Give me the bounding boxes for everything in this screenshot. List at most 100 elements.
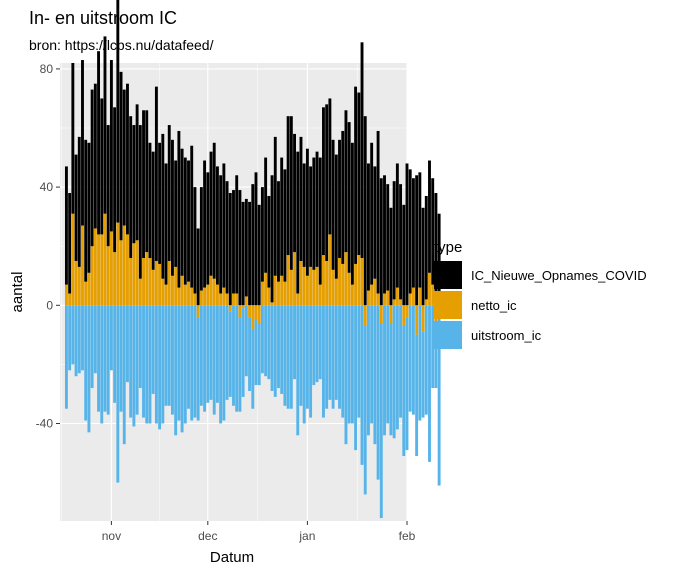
bar-ic-nieuwe-opnames bbox=[209, 151, 213, 276]
bar-ic-nieuwe-opnames bbox=[411, 178, 415, 288]
bar-uitstroom-ic bbox=[225, 305, 229, 400]
bar-ic-nieuwe-opnames bbox=[431, 178, 435, 285]
bar-netto-ic bbox=[238, 305, 242, 318]
bar-ic-nieuwe-opnames bbox=[164, 163, 168, 285]
bar-uitstroom-ic bbox=[357, 305, 361, 418]
bar-uitstroom-ic bbox=[283, 305, 287, 406]
bar-netto-ic bbox=[402, 305, 406, 326]
bar-uitstroom-ic bbox=[373, 305, 377, 445]
bar-netto-ic bbox=[129, 258, 133, 306]
bar-uitstroom-ic bbox=[90, 305, 94, 389]
bar-uitstroom-ic bbox=[347, 305, 351, 424]
bar-netto-ic bbox=[171, 275, 174, 306]
bar-uitstroom-ic bbox=[244, 305, 248, 377]
bar-uitstroom-ic bbox=[138, 305, 142, 389]
bar-ic-nieuwe-opnames bbox=[71, 63, 75, 214]
bar-ic-nieuwe-opnames bbox=[87, 142, 91, 273]
bar-uitstroom-ic bbox=[228, 311, 232, 397]
bar-ic-nieuwe-opnames bbox=[302, 163, 306, 267]
bar-ic-nieuwe-opnames bbox=[315, 151, 319, 267]
bar-netto-ic bbox=[106, 246, 110, 306]
bar-netto-ic bbox=[183, 284, 187, 306]
bar-netto-ic bbox=[325, 260, 329, 306]
bar-uitstroom-ic bbox=[363, 325, 367, 495]
bar-uitstroom-ic bbox=[196, 317, 200, 421]
bar-ic-nieuwe-opnames bbox=[344, 110, 348, 253]
bar-netto-ic bbox=[264, 272, 268, 306]
bar-netto-ic bbox=[424, 299, 428, 306]
bar-uitstroom-ic bbox=[174, 305, 178, 436]
bar-ic-nieuwe-opnames bbox=[322, 107, 325, 256]
bar-netto-ic bbox=[322, 255, 325, 306]
bar-ic-nieuwe-opnames bbox=[363, 116, 367, 306]
bar-netto-ic bbox=[235, 293, 239, 306]
bar-uitstroom-ic bbox=[164, 305, 168, 406]
bar-ic-nieuwe-opnames bbox=[235, 175, 239, 294]
bar-ic-nieuwe-opnames bbox=[415, 175, 419, 306]
bar-uitstroom-ic bbox=[338, 305, 341, 409]
bar-uitstroom-ic bbox=[411, 305, 415, 415]
bar-ic-nieuwe-opnames bbox=[132, 125, 136, 244]
bar-ic-nieuwe-opnames bbox=[225, 181, 229, 294]
bar-netto-ic bbox=[180, 275, 184, 306]
bar-ic-nieuwe-opnames bbox=[248, 201, 252, 306]
bar-netto-ic bbox=[64, 284, 68, 306]
bar-uitstroom-ic bbox=[158, 305, 162, 430]
bar-netto-ic bbox=[379, 305, 383, 324]
bar-uitstroom-ic bbox=[260, 305, 264, 374]
bar-ic-nieuwe-opnames bbox=[283, 169, 287, 282]
legend: type IC_Nieuwe_Opnames_COVID netto_ic ui… bbox=[434, 239, 647, 349]
bar-uitstroom-ic bbox=[126, 305, 129, 383]
bar-ic-nieuwe-opnames bbox=[100, 98, 104, 235]
bar-netto-ic bbox=[177, 287, 181, 306]
bar-ic-nieuwe-opnames bbox=[183, 157, 187, 285]
bar-uitstroom-ic bbox=[296, 305, 300, 436]
bar-netto-ic bbox=[331, 269, 335, 306]
bar-uitstroom-ic bbox=[379, 323, 383, 519]
bar-ic-nieuwe-opnames bbox=[154, 86, 158, 261]
bar-netto-ic bbox=[415, 305, 419, 335]
bar-ic-nieuwe-opnames bbox=[174, 160, 178, 267]
bar-ic-nieuwe-opnames bbox=[418, 172, 422, 288]
bar-netto-ic bbox=[383, 293, 386, 306]
bar-uitstroom-ic bbox=[116, 305, 120, 483]
bar-netto-ic bbox=[267, 287, 271, 306]
bar-uitstroom-ic bbox=[331, 305, 335, 409]
bar-layer bbox=[64, 0, 441, 519]
bar-ic-nieuwe-opnames bbox=[383, 175, 386, 294]
bar-uitstroom-ic bbox=[309, 305, 313, 418]
bar-ic-nieuwe-opnames bbox=[126, 83, 129, 235]
bar-netto-ic bbox=[293, 252, 296, 306]
bar-uitstroom-ic bbox=[64, 305, 68, 409]
bar-ic-nieuwe-opnames bbox=[296, 151, 300, 294]
bar-netto-ic bbox=[350, 284, 354, 306]
bar-ic-nieuwe-opnames bbox=[373, 166, 377, 279]
bar-uitstroom-ic bbox=[299, 305, 303, 406]
bar-uitstroom-ic bbox=[360, 305, 364, 465]
bar-uitstroom-ic bbox=[109, 305, 113, 371]
bar-ic-nieuwe-opnames bbox=[280, 157, 284, 276]
bar-ic-nieuwe-opnames bbox=[395, 163, 399, 288]
bar-ic-nieuwe-opnames bbox=[77, 136, 81, 267]
y-tick-label: 40 bbox=[40, 180, 54, 194]
bar-uitstroom-ic bbox=[267, 305, 271, 380]
bar-uitstroom-ic bbox=[421, 331, 425, 418]
bar-netto-ic bbox=[145, 252, 149, 306]
bar-uitstroom-ic bbox=[132, 305, 136, 427]
bar-netto-ic bbox=[193, 293, 197, 306]
bar-ic-nieuwe-opnames bbox=[264, 157, 268, 273]
bar-netto-ic bbox=[376, 293, 380, 306]
bar-ic-nieuwe-opnames bbox=[151, 151, 155, 270]
bar-ic-nieuwe-opnames bbox=[129, 116, 133, 259]
bar-ic-nieuwe-opnames bbox=[325, 104, 329, 261]
bar-ic-nieuwe-opnames bbox=[357, 92, 361, 256]
bar-uitstroom-ic bbox=[402, 325, 406, 456]
bar-netto-ic bbox=[212, 278, 216, 306]
bar-ic-nieuwe-opnames bbox=[254, 172, 258, 306]
bar-ic-nieuwe-opnames bbox=[299, 136, 303, 261]
bar-netto-ic bbox=[328, 234, 332, 306]
bar-netto-ic bbox=[273, 275, 277, 306]
bar-ic-nieuwe-opnames bbox=[190, 145, 194, 288]
bar-uitstroom-ic bbox=[142, 305, 145, 418]
